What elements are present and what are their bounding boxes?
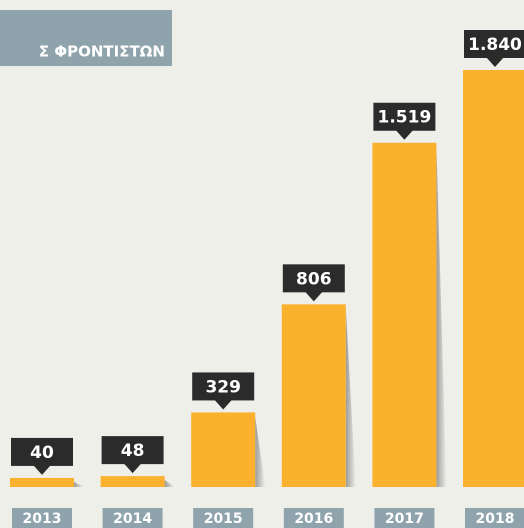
value-label: 48 [121, 441, 145, 461]
x-tick-box [193, 508, 254, 528]
x-tick-box [465, 508, 524, 528]
value-label: 806 [296, 269, 332, 289]
value-label-box [192, 372, 255, 401]
bar [191, 412, 256, 487]
value-label-pointer [123, 463, 142, 474]
value-label-pointer [486, 57, 504, 67]
bar-shadow [345, 308, 356, 487]
value-label-box [101, 436, 164, 465]
bar-shadow [74, 481, 84, 487]
value-label-box [11, 437, 73, 466]
x-tick-label: 2013 [23, 511, 62, 527]
value-label-box [464, 30, 524, 58]
x-tick-label: 2014 [113, 511, 152, 527]
bar-shadow [436, 146, 447, 488]
x-tick-box [12, 508, 72, 528]
bar-shadow [164, 480, 175, 487]
title-box [0, 10, 172, 66]
value-label-pointer [395, 129, 414, 140]
x-tick-box [283, 508, 344, 528]
x-tick-label: 2015 [204, 511, 243, 527]
value-label: 40 [30, 443, 54, 463]
value-label: 1.840 [468, 35, 522, 55]
value-label-pointer [33, 464, 51, 475]
value-label-pointer [304, 291, 323, 302]
x-tick-box [102, 508, 163, 528]
bar-shadow [255, 416, 266, 487]
bar [281, 304, 346, 487]
bar [372, 142, 437, 488]
bar [463, 70, 524, 487]
x-tick-label: 2017 [385, 511, 424, 527]
value-label-box [282, 264, 345, 293]
value-label-box [373, 102, 436, 131]
bar [100, 476, 165, 487]
value-label-pointer [214, 399, 233, 410]
x-tick-box [374, 508, 435, 528]
x-tick-label: 2016 [294, 511, 333, 527]
value-label: 1.519 [378, 108, 432, 128]
bar [10, 477, 74, 487]
x-tick-label: 2018 [476, 511, 515, 527]
value-label: 329 [205, 377, 241, 397]
chart-title: Σ ΦΡΟΝΤΙΣΤΩΝ [39, 43, 165, 61]
